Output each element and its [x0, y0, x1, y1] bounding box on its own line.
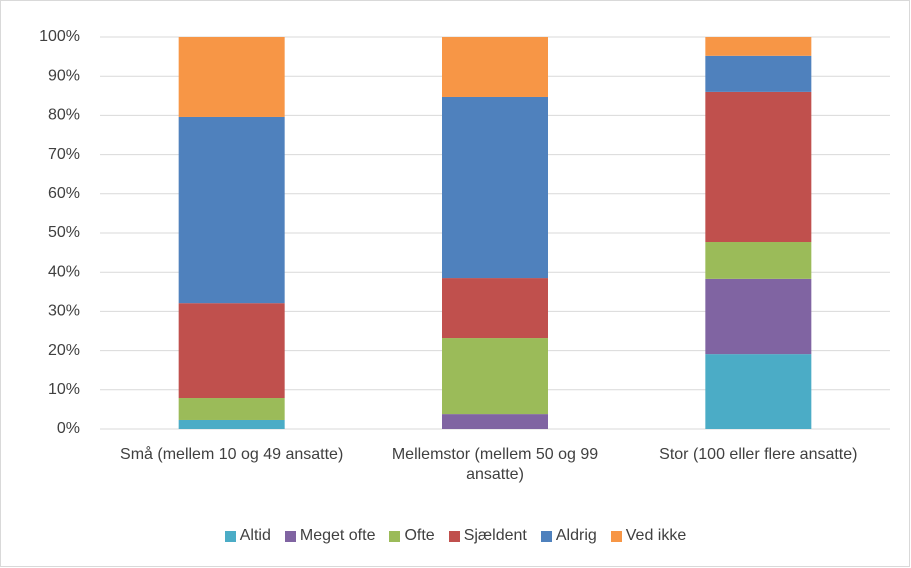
- legend-swatch: [224, 530, 236, 542]
- legend-entry: Ofte: [389, 527, 435, 545]
- y-tick-label: 100%: [39, 28, 80, 45]
- legend-entry: Sjældent: [448, 527, 527, 545]
- x-tick-label: Små (mellem 10 og 49 ansatte): [120, 446, 344, 463]
- x-tick-label: Mellemstor (mellem 50 og 99 ansatte): [391, 446, 599, 483]
- y-tick-label: 10%: [48, 381, 80, 398]
- bar-segment: [705, 55, 812, 92]
- legend-entry: Ved ikke: [610, 527, 687, 545]
- y-tick-label: 60%: [48, 185, 80, 202]
- legend-label: Ved ikke: [625, 527, 687, 544]
- bar-segment: [442, 414, 548, 429]
- bar-segment: [705, 37, 812, 56]
- x-tick-label: Stor (100 eller flere ansatte): [659, 446, 858, 463]
- legend-entry: Aldrig: [540, 527, 597, 545]
- legend-swatch: [610, 530, 622, 542]
- legend-swatch: [448, 530, 460, 542]
- y-tick-label: 80%: [48, 107, 80, 124]
- bar-segment: [705, 91, 812, 243]
- bar-segment: [178, 419, 285, 429]
- bar-segment: [705, 354, 812, 429]
- bar-segment: [442, 278, 548, 339]
- legend-entry: Altid: [224, 527, 271, 545]
- legend: Altid Meget ofte Ofte Sjældent Aldrig Ved ikk…: [0, 527, 911, 545]
- y-tick-label: 40%: [48, 263, 80, 280]
- legend-label: Sjældent: [463, 527, 527, 544]
- legend-swatch: [389, 530, 401, 542]
- bar-segment: [442, 96, 548, 279]
- legend-label: Ofte: [404, 527, 435, 544]
- bar-segment: [178, 398, 285, 420]
- bar-segment: [178, 303, 285, 399]
- y-tick-label: 30%: [48, 303, 80, 320]
- bar-segment: [442, 338, 548, 415]
- y-tick-label: 90%: [48, 67, 80, 84]
- bar-segment: [178, 37, 285, 117]
- y-tick-label: 0%: [57, 420, 80, 437]
- legend-swatch: [540, 530, 552, 542]
- legend-label: Altid: [239, 527, 271, 544]
- y-tick-label: 20%: [48, 342, 80, 359]
- bar-segment: [442, 37, 548, 97]
- legend-label: Meget ofte: [299, 527, 376, 544]
- legend-entry: Meget ofte: [284, 527, 376, 545]
- bar-segment: [178, 116, 285, 304]
- legend-label: Aldrig: [555, 527, 597, 544]
- legend-swatch: [284, 530, 296, 542]
- y-tick-label: 50%: [48, 224, 80, 241]
- bar-segment: [705, 242, 812, 279]
- y-tick-label: 70%: [48, 146, 80, 163]
- bar-segment: [705, 278, 812, 355]
